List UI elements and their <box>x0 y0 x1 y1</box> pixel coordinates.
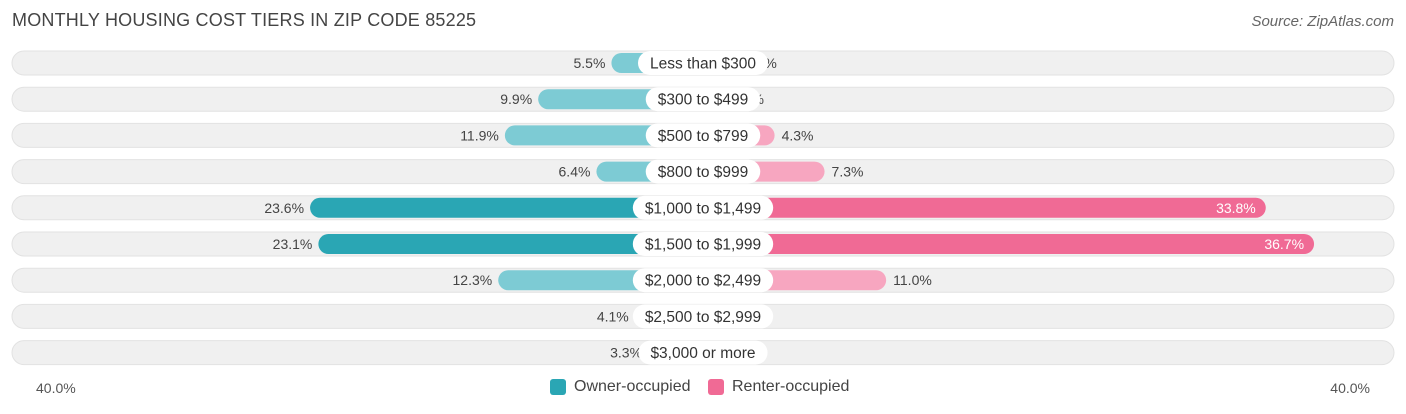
owner-value-label: 9.9% <box>500 91 532 107</box>
renter-value-label: 11.0% <box>893 272 932 288</box>
renter-bar <box>703 234 1315 254</box>
chart-row: 5.5%2.1%Less than $300 <box>11 50 1395 76</box>
category-pill <box>645 123 761 148</box>
category-pill <box>632 232 774 256</box>
category-label: $1,000 to $1,499 <box>645 200 761 217</box>
renter-bar <box>703 197 1266 218</box>
owner-value-label: 4.1% <box>597 308 629 324</box>
category-label: $300 to $499 <box>658 92 749 109</box>
owner-value-label: 12.3% <box>453 272 493 288</box>
category-pill <box>632 195 774 220</box>
chart-row: 12.3% 11.0% $2,000 to $2,499 <box>11 267 1395 293</box>
renter-value-label: 36.7% <box>1264 236 1304 252</box>
chart-row: 6.4% 7.3% $800 to $999 <box>11 159 1395 185</box>
owner-value-label: 23.6% <box>264 200 304 216</box>
axis-right-label: 40.0% <box>1330 380 1370 396</box>
chart-row: 4.1%1.5%$2,500 to $2,999 <box>11 303 1395 329</box>
category-pill <box>632 268 774 293</box>
owner-value-label: 3.3% <box>610 345 642 361</box>
axis-left-label: 40.0% <box>36 380 76 396</box>
source-note: Source: ZipAtlas.com <box>1251 13 1394 30</box>
legend: Owner-occupied Renter-occupied <box>0 378 1406 402</box>
chart-row: 23.1% 36.7% $1,500 to $1,999 <box>11 231 1395 257</box>
renter-value-label: 33.8% <box>1216 200 1256 216</box>
owner-value-label: 23.1% <box>273 236 313 252</box>
legend-owner: Owner-occupied <box>550 378 691 396</box>
category-pill <box>645 159 761 184</box>
legend-renter-swatch <box>708 379 724 395</box>
category-label: Less than $300 <box>650 56 756 73</box>
category-label: $2,000 to $2,499 <box>645 273 761 290</box>
owner-value-label: 11.9% <box>460 127 499 143</box>
legend-renter: Renter-occupied <box>708 378 849 396</box>
category-label: $1,500 to $1,999 <box>645 237 761 254</box>
legend-renter-label: Renter-occupied <box>732 378 850 395</box>
chart-row: 11.9% 4.3% $500 to $799 <box>11 122 1395 148</box>
category-pill <box>645 87 761 112</box>
renter-value-label: 4.3% <box>782 127 814 143</box>
category-label: $500 to $799 <box>658 128 749 145</box>
category-label: $2,500 to $2,999 <box>645 309 761 326</box>
category-pill <box>632 304 774 329</box>
renter-value-label: 7.3% <box>832 164 864 180</box>
owner-bar <box>318 234 703 254</box>
chart-row: 23.6% 33.8% $1,000 to $1,499 <box>11 195 1395 221</box>
category-pill <box>637 51 769 75</box>
category-pill <box>638 340 768 365</box>
chart-title: MONTHLY HOUSING COST TIERS IN ZIP CODE 8… <box>12 10 477 30</box>
chart-row: 3.3%0.4%$3,000 or more <box>11 340 1395 366</box>
chart-row: 9.9%0.86%$300 to $499 <box>11 86 1395 112</box>
legend-owner-label: Owner-occupied <box>574 378 691 395</box>
owner-bar <box>310 197 703 218</box>
owner-value-label: 5.5% <box>574 55 606 71</box>
category-label: $800 to $999 <box>658 164 749 181</box>
owner-value-label: 6.4% <box>559 164 591 180</box>
category-label: $3,000 or more <box>650 345 755 362</box>
legend-owner-swatch <box>550 379 566 395</box>
